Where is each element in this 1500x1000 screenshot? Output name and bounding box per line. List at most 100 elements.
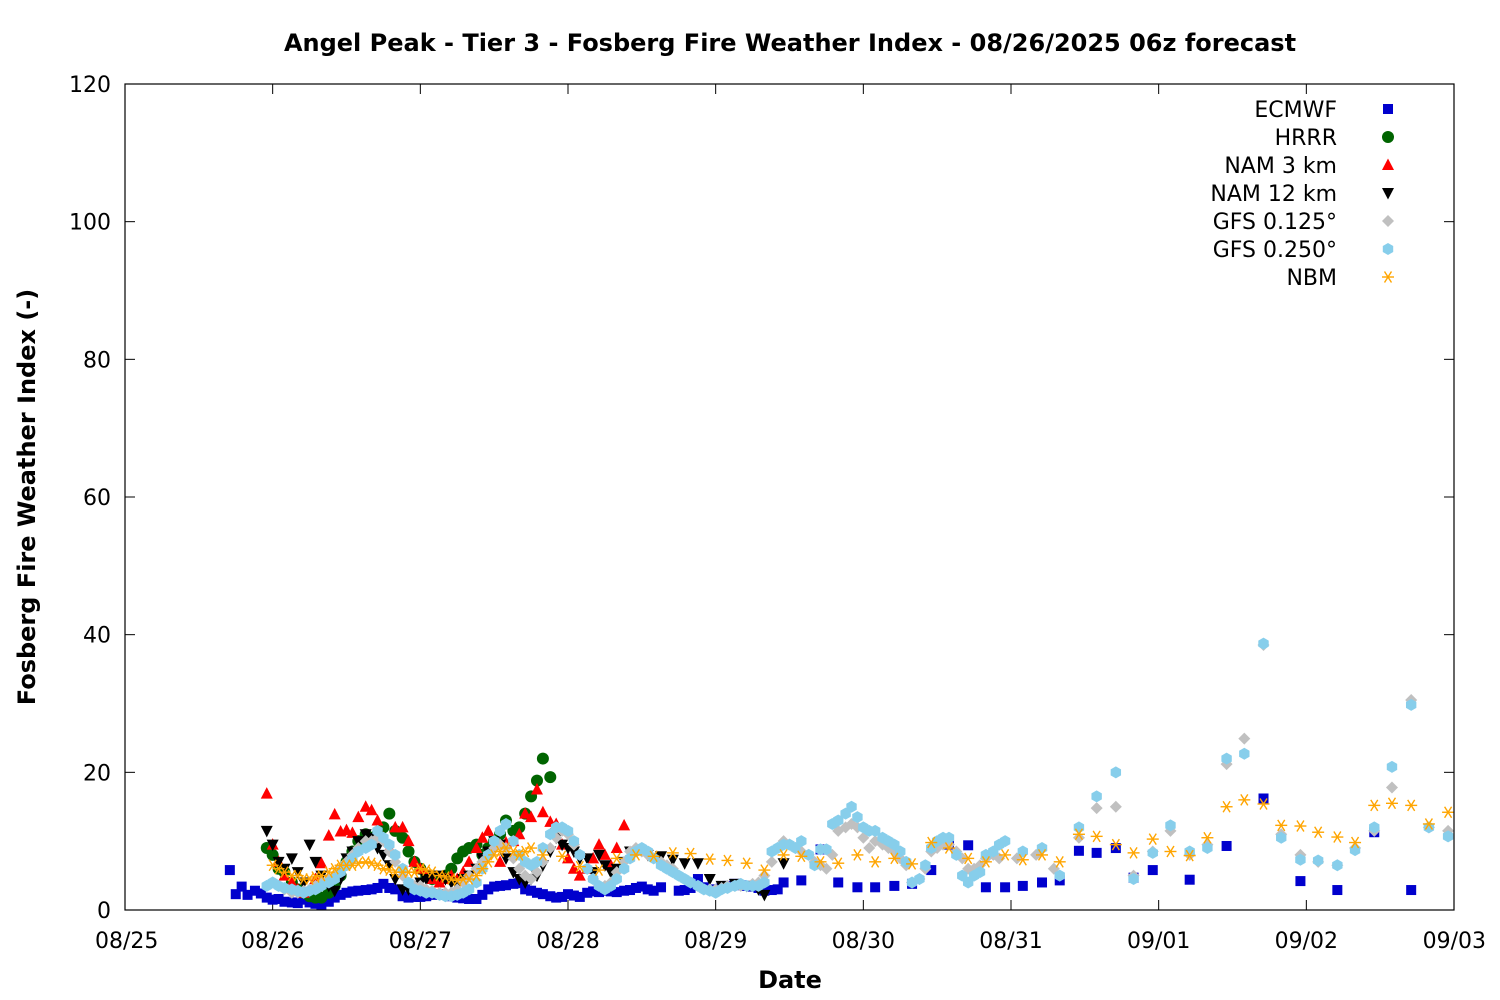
data-point [508,835,519,848]
data-point [557,891,568,902]
data-point [525,842,538,854]
data-point [593,838,606,850]
series-nbm [266,793,1455,887]
data-point [1110,843,1121,854]
data-point [513,821,526,834]
data-point [1386,760,1398,773]
data-point [832,857,845,870]
data-point [551,892,562,903]
legend-label: ECMWF [1254,98,1337,123]
data-point [630,882,641,893]
x-tick-label: 08/31 [979,929,1042,954]
data-point [1422,818,1435,830]
data-point [895,845,906,858]
data-point [1221,752,1232,765]
data-point [814,855,827,868]
data-point [1184,874,1195,885]
data-point [1036,849,1049,861]
data-point [1349,836,1362,849]
data-point [279,896,290,907]
data-point [619,885,630,896]
data-point [352,810,365,823]
legend-label: GFS 0.125° [1213,210,1337,235]
data-point [1072,828,1085,841]
data-point [463,883,475,896]
data-point [914,873,925,886]
data-point [1016,853,1029,866]
data-point [537,842,549,855]
data-point [260,787,273,799]
legend-label: GFS 0.250° [1213,238,1337,263]
y-tick-label: 20 [83,761,111,786]
data-point [360,885,371,896]
data-point [1073,845,1084,856]
data-point [980,882,991,893]
data-point [611,873,622,886]
data-point [1000,882,1011,893]
data-point [409,891,420,902]
data-point [679,885,690,896]
data-point [974,866,986,879]
y-tick-label: 60 [83,486,111,511]
legend-label: NAM 3 km [1224,154,1337,179]
data-point [765,855,778,868]
data-point [298,894,309,905]
data-point [483,884,494,895]
data-point [610,852,623,865]
data-point [648,885,659,896]
data-point [322,829,335,841]
data-point [1331,831,1344,843]
data-point [778,877,789,888]
data-point [531,887,542,898]
data-point [1332,885,1343,896]
data-point [500,817,512,830]
data-point [236,881,247,892]
data-point [759,876,770,889]
data-point [942,842,955,854]
data-point [1239,747,1250,760]
data-point [611,887,622,898]
legend-marker [1383,104,1393,114]
data-point [260,825,273,838]
data-point [962,852,975,865]
data-point [536,805,549,818]
data-point [574,891,585,902]
data-point [568,835,580,848]
data-point [636,881,647,892]
data-point [402,834,415,847]
data-point [378,878,389,889]
data-point [371,814,384,826]
data-point [1258,637,1269,650]
data-point [346,826,359,838]
data-point [870,882,881,893]
data-point [1183,849,1196,862]
data-point [1312,854,1324,867]
data-point [1405,799,1418,812]
legend: ECMWF HRRR NAM 3 km NAM 12 km GFS 0.125° GFS … [1210,98,1394,291]
data-point [598,848,611,860]
data-point [1294,820,1307,832]
data-point [513,827,526,840]
data-point [1165,819,1176,832]
data-point [352,836,365,848]
data-point [1295,853,1306,866]
data-point [292,898,303,909]
data-point [353,885,364,896]
data-point [1091,790,1102,803]
data-point [1275,819,1288,832]
data-point [568,890,579,901]
data-point [1037,877,1048,888]
data-point [1147,865,1158,876]
data-point [562,824,574,837]
y-tick-label: 40 [83,624,111,649]
data-point [1128,873,1139,886]
data-point [530,774,543,787]
data-point [573,860,586,873]
data-point [567,846,580,858]
data-point [618,862,630,875]
data-point [684,847,697,860]
chart-title: Angel Peak - Tier 3 - Fosberg Fire Weath… [284,29,1296,57]
data-point [1090,830,1103,843]
data-point [593,849,606,862]
data-point [1110,766,1122,779]
